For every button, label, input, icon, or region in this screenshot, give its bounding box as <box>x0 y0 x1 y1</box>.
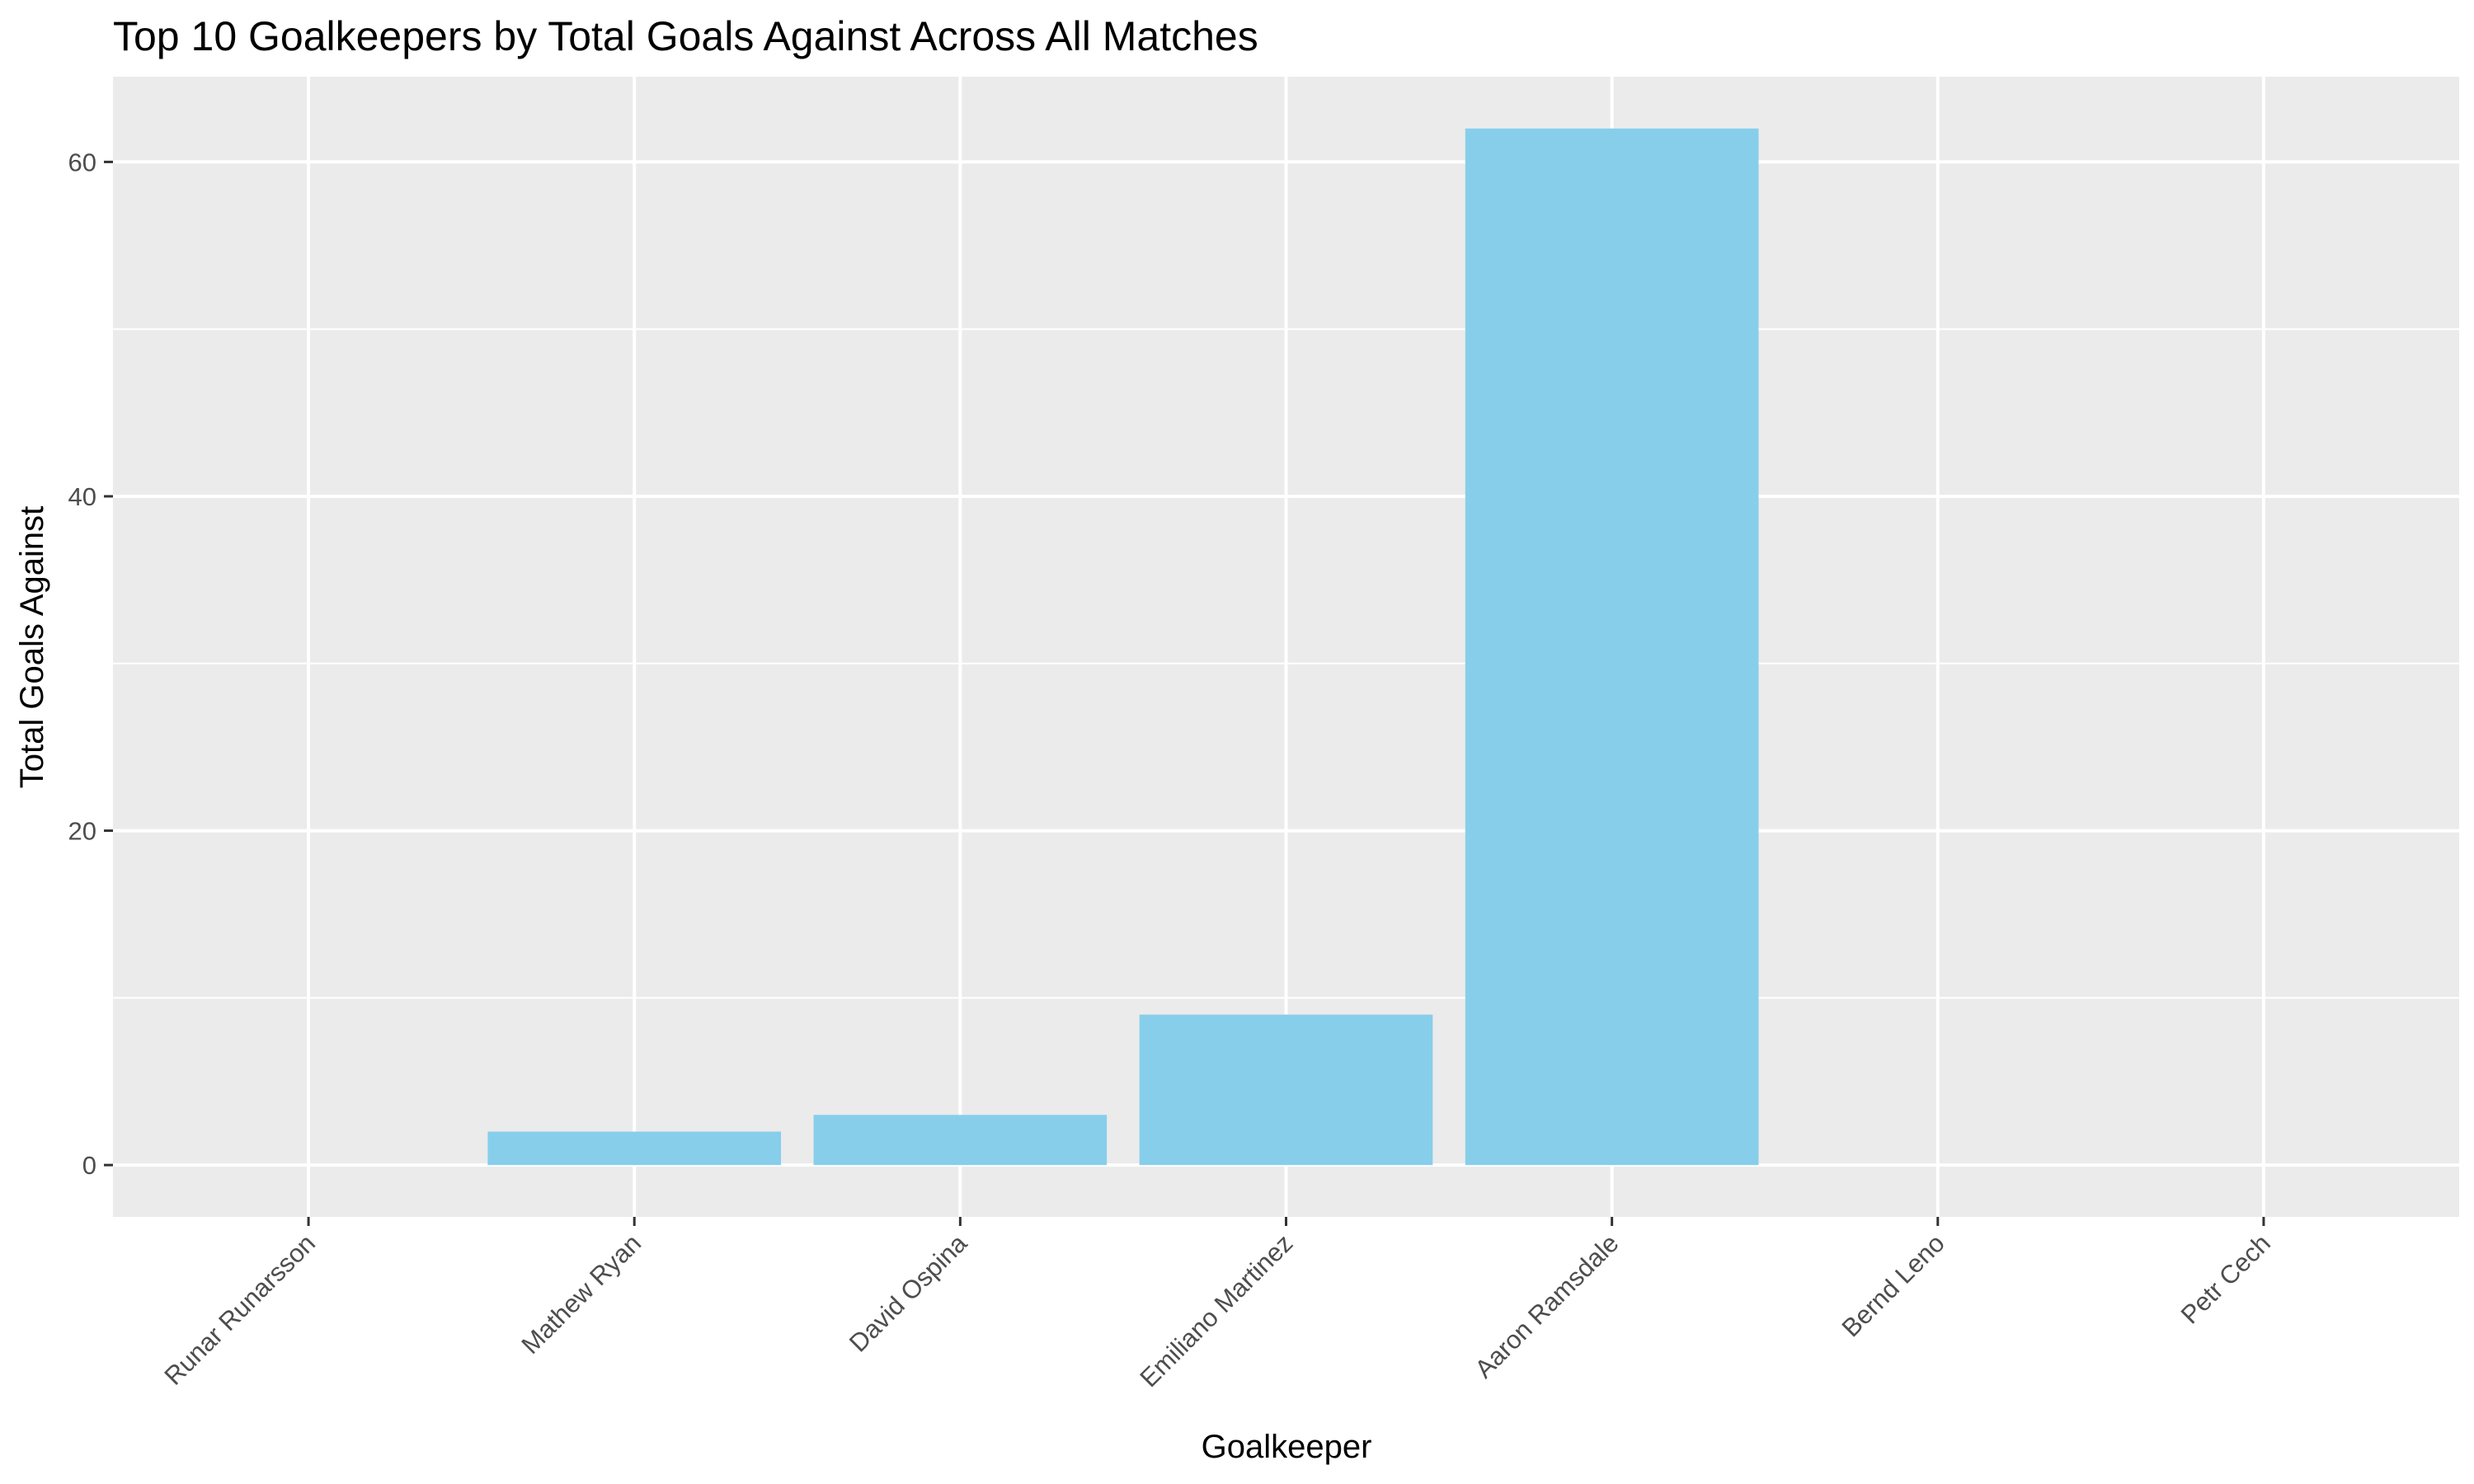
y-tick-label: 0 <box>82 1151 96 1180</box>
x-tick-label: David Ospina <box>844 1228 973 1358</box>
x-tick-label: Emiliano Martinez <box>1134 1228 1298 1392</box>
x-axis: Runar Runarsson Mathew Ryan David Ospina Em… <box>158 1217 2276 1392</box>
y-axis: 0 20 40 60 <box>68 148 113 1180</box>
x-tick-label: Petr Cech <box>2175 1228 2276 1329</box>
bar <box>1465 128 1759 1166</box>
bars <box>487 128 1759 1166</box>
bar <box>813 1115 1108 1166</box>
y-tick-label: 60 <box>68 148 96 176</box>
bar <box>1139 1014 1433 1166</box>
x-axis-title: Goalkeeper <box>1202 1429 1372 1465</box>
x-tick-label: Runar Runarsson <box>158 1228 321 1391</box>
x-tick-label: Aaron Ramsdale <box>1470 1228 1625 1383</box>
bar <box>487 1131 782 1166</box>
y-axis-title: Total Goals Against <box>14 506 50 788</box>
y-tick-label: 20 <box>68 817 96 846</box>
y-tick-label: 40 <box>68 482 96 511</box>
x-tick-label: Bernd Leno <box>1837 1228 1950 1342</box>
chart-title: Top 10 Goalkeepers by Total Goals Agains… <box>113 13 1258 59</box>
x-tick-label: Mathew Ryan <box>515 1228 647 1360</box>
